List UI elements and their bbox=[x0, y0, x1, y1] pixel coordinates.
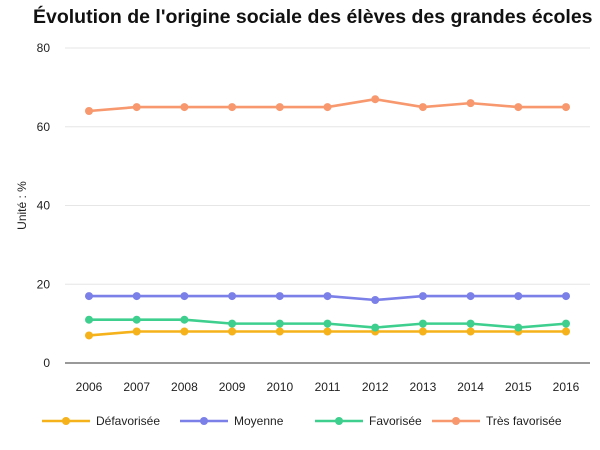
data-point[interactable] bbox=[180, 327, 189, 336]
legend-label: Défavorisée bbox=[96, 414, 160, 428]
data-point[interactable] bbox=[275, 327, 284, 336]
data-point[interactable] bbox=[466, 99, 475, 108]
data-point[interactable] bbox=[418, 319, 427, 328]
x-tick-label: 2009 bbox=[219, 380, 246, 394]
data-point[interactable] bbox=[514, 292, 523, 301]
legend: Défavorisée Moyenne Favorisée Très favorisé… bbox=[42, 414, 562, 428]
chart-title: Évolution de l'origine sociale des élève… bbox=[33, 6, 593, 28]
data-point[interactable] bbox=[562, 319, 570, 328]
data-point[interactable] bbox=[514, 323, 523, 332]
data-point[interactable] bbox=[132, 315, 141, 324]
legend-marker bbox=[452, 417, 460, 425]
data-point[interactable] bbox=[180, 315, 189, 324]
x-tick-label: 2010 bbox=[266, 380, 293, 394]
legend-item[interactable]: Moyenne bbox=[180, 414, 284, 428]
y-tick-label: 60 bbox=[37, 120, 51, 134]
data-point[interactable] bbox=[228, 327, 237, 336]
data-point[interactable] bbox=[466, 292, 475, 301]
x-tick-label: 2006 bbox=[76, 380, 103, 394]
data-point[interactable] bbox=[132, 103, 141, 112]
y-tick-label: 40 bbox=[37, 199, 51, 213]
data-point[interactable] bbox=[132, 327, 141, 336]
data-point[interactable] bbox=[562, 292, 570, 301]
data-point[interactable] bbox=[466, 319, 475, 328]
data-point[interactable] bbox=[466, 327, 475, 336]
series-3 bbox=[85, 95, 570, 115]
x-tick-label: 2012 bbox=[362, 380, 389, 394]
data-point[interactable] bbox=[180, 103, 189, 112]
x-tick-label: 2014 bbox=[457, 380, 484, 394]
data-point[interactable] bbox=[418, 103, 427, 112]
data-point[interactable] bbox=[514, 103, 523, 112]
y-tick-label: 80 bbox=[37, 41, 51, 55]
data-point[interactable] bbox=[275, 319, 284, 328]
data-point[interactable] bbox=[323, 103, 332, 112]
data-point[interactable] bbox=[228, 292, 237, 301]
data-point[interactable] bbox=[228, 103, 237, 112]
grid-lines bbox=[65, 47, 590, 364]
series-1 bbox=[85, 292, 570, 304]
data-point[interactable] bbox=[371, 296, 380, 304]
x-tick-label: 2007 bbox=[123, 380, 150, 394]
data-point[interactable] bbox=[562, 103, 570, 112]
series-2 bbox=[85, 315, 570, 332]
data-point[interactable] bbox=[85, 315, 93, 324]
legend-marker bbox=[335, 417, 343, 425]
legend-marker bbox=[200, 417, 208, 425]
data-point[interactable] bbox=[85, 331, 93, 340]
data-point[interactable] bbox=[85, 107, 93, 115]
legend-label: Moyenne bbox=[234, 414, 284, 428]
data-point[interactable] bbox=[228, 319, 237, 328]
y-tick-label: 20 bbox=[37, 277, 51, 291]
legend-marker bbox=[62, 417, 70, 425]
x-tick-label: 2015 bbox=[505, 380, 532, 394]
x-tick-label: 2013 bbox=[410, 380, 437, 394]
legend-label: Très favorisée bbox=[486, 414, 562, 428]
series-lines bbox=[85, 95, 570, 340]
data-point[interactable] bbox=[323, 319, 332, 328]
legend-item[interactable]: Défavorisée bbox=[42, 414, 160, 428]
legend-label: Favorisée bbox=[369, 414, 422, 428]
data-point[interactable] bbox=[132, 292, 141, 301]
y-axis-label: Unité : % bbox=[15, 181, 29, 230]
legend-item[interactable]: Favorisée bbox=[315, 414, 422, 428]
axes: 0 20 40 60 80 2006 2007 2008 2009 2010 2011 2012 201… bbox=[15, 41, 580, 394]
data-point[interactable] bbox=[323, 292, 332, 301]
data-point[interactable] bbox=[418, 327, 427, 336]
x-tick-label: 2016 bbox=[553, 380, 580, 394]
data-point[interactable] bbox=[418, 292, 427, 301]
x-tick-label: 2011 bbox=[315, 380, 341, 394]
data-point[interactable] bbox=[180, 292, 189, 301]
series-0 bbox=[85, 327, 570, 340]
data-point[interactable] bbox=[85, 292, 93, 301]
x-tick-label: 2008 bbox=[171, 380, 198, 394]
data-point[interactable] bbox=[275, 292, 284, 301]
legend-item[interactable]: Très favorisée bbox=[432, 414, 562, 428]
data-point[interactable] bbox=[562, 327, 570, 336]
data-point[interactable] bbox=[323, 327, 332, 336]
data-point[interactable] bbox=[371, 323, 380, 332]
y-tick-label: 0 bbox=[43, 356, 50, 370]
data-point[interactable] bbox=[275, 103, 284, 112]
data-point[interactable] bbox=[371, 95, 380, 104]
